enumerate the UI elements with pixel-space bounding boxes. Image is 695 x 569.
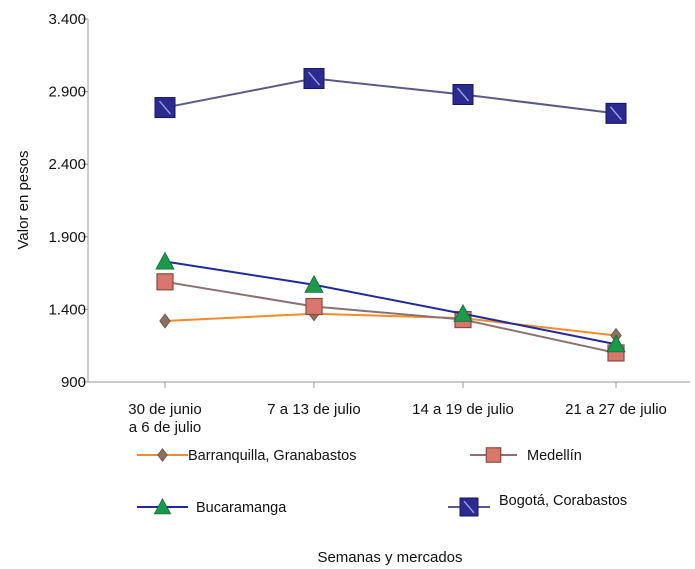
legend-marker: [157, 448, 168, 462]
x-tick-label: 30 de junio a 6 de julio: [128, 401, 201, 436]
legend-label: Bogotá, Corabastos: [499, 493, 627, 509]
marker-stroke: [307, 71, 321, 86]
x-tick-label: 14 a 19 de julio: [412, 401, 514, 418]
data-point: [155, 251, 175, 270]
x-tick-label: 7 a 13 de julio: [267, 401, 360, 418]
legend-marker: [153, 498, 172, 515]
series-1: [159, 306, 622, 344]
series-line: [164, 77, 617, 115]
series-4: [154, 68, 627, 124]
marker-stroke: [463, 500, 475, 514]
series-line: [164, 280, 617, 354]
data-point: [154, 97, 176, 119]
data-point: [305, 297, 323, 316]
y-axis-title: Valor en pesos: [15, 151, 32, 250]
series-3: [155, 251, 626, 353]
legend-item: Bogotá, Corabastos: [448, 493, 627, 517]
y-tick-label: 3.400: [48, 11, 86, 28]
data-point: [453, 303, 473, 322]
legend-item: Bucaramanga: [137, 498, 287, 516]
data-point: [159, 313, 171, 329]
legend-item: Medellín: [470, 447, 582, 464]
data-point: [304, 274, 324, 293]
x-axis-title: Semanas y mercados: [317, 549, 462, 566]
data-point: [606, 334, 626, 353]
data-point: [156, 273, 174, 291]
series-line: [164, 312, 617, 337]
marker-stroke: [456, 87, 470, 102]
legend: Barranquilla, Granabastos Medellín Bucaram…: [137, 447, 627, 517]
y-tick-label: 1.900: [48, 229, 86, 246]
marker-stroke: [158, 100, 172, 115]
y-tick-label: 1.400: [48, 301, 86, 318]
y-tick-label: 900: [61, 374, 86, 391]
series-line: [164, 260, 617, 346]
legend-marker: [459, 497, 479, 517]
data-point: [605, 102, 627, 124]
y-tick-label: 2.400: [48, 156, 86, 173]
axes: 900 1.400 1.900 2.400 2.900 3.400 30 de junio a…: [48, 11, 690, 436]
marker-stroke: [609, 106, 623, 121]
legend-marker: [485, 447, 502, 463]
legend-label: Bucaramanga: [196, 500, 287, 516]
x-tick-label: 21 a 27 de julio: [565, 401, 667, 418]
data-point: [452, 84, 474, 106]
legend-label: Barranquilla, Granabastos: [188, 448, 356, 464]
series-layer: [154, 68, 627, 362]
data-point: [303, 68, 325, 90]
legend-item: Barranquilla, Granabastos: [137, 448, 356, 464]
legend-label: Medellín: [527, 448, 582, 464]
y-tick-label: 2.900: [48, 84, 86, 101]
